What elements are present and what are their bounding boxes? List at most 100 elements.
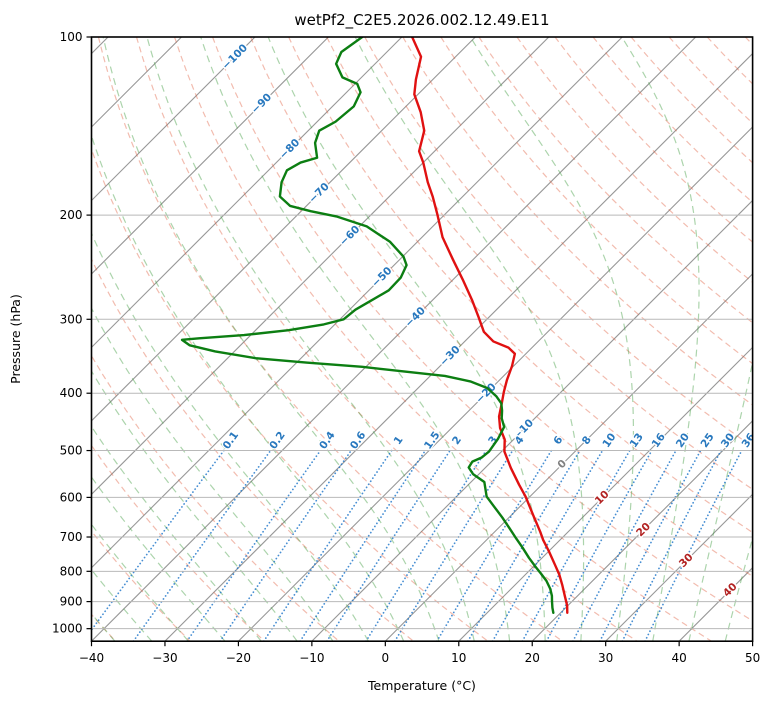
x-axis-title: Temperature (°C): [367, 678, 476, 693]
y-tick-label: 1000: [52, 622, 83, 636]
isotherm-line: [531, 420, 753, 642]
isotherm-line: [605, 493, 753, 642]
moist-adiabat-line: [91, 369, 298, 642]
mixing-ratio-label: 0.1: [221, 429, 242, 451]
isotherm-line: [678, 566, 753, 642]
x-tick-label: −10: [299, 651, 324, 665]
plot-title: wetPf2_C2E5.2026.002.12.49.E11: [294, 11, 549, 30]
plot-frame: [90, 36, 754, 643]
mixing-ratio-label: 36: [740, 431, 758, 450]
y-tick-label: 400: [60, 386, 83, 400]
isotherm-line: [238, 126, 753, 642]
mixing-ratio-line: [91, 449, 225, 632]
x-tick-label: 50: [745, 651, 760, 665]
x-tick-label: 30: [598, 651, 613, 665]
x-tick-label: −30: [152, 651, 177, 665]
mixing-ratio-line: [572, 449, 677, 642]
background-line-families: [91, 37, 775, 642]
inline-labels: −100−90−80−70−60−50−40−30−20−10010203040…: [218, 40, 758, 601]
moist-adiabat-line: [102, 37, 440, 642]
isotherm-line: [91, 37, 697, 642]
x-tick-label: 10: [451, 651, 466, 665]
y-tick-label: 800: [60, 564, 83, 578]
dry-adiabat-line: [212, 37, 753, 622]
isotherm-line: [91, 37, 329, 275]
mixing-ratio-line: [521, 449, 631, 642]
dry-adiabat-line: [91, 444, 265, 642]
mixing-ratio-line: [219, 449, 352, 642]
dry-adiabat-line: [91, 257, 414, 642]
isotherms-layer: [91, 37, 753, 642]
pressure-gridlines: [91, 214, 753, 630]
mixing-ratio-label: 10: [600, 431, 618, 450]
mixing-ratio-label: 1.5: [422, 429, 443, 451]
dry-adiabat-line: [706, 37, 753, 85]
moist-adiabat-line: [200, 37, 511, 642]
dry-adiabat-line: [173, 37, 712, 642]
dry-adiabats-layer: [91, 37, 753, 642]
moist-adiabat-line: [91, 425, 262, 642]
y-tick-label: 500: [60, 444, 83, 458]
dry-adiabat-line: [364, 37, 753, 448]
moist-adiabat-line: [354, 37, 585, 642]
moist-adiabat-line: [267, 37, 546, 642]
moist-adiabat-line: [621, 37, 700, 642]
isotherm-line: [384, 273, 753, 642]
mixing-ratio-label: 25: [698, 431, 716, 450]
mixing-ratio-layer: [91, 449, 743, 642]
mixing-ratio-label: 2: [450, 434, 464, 447]
moist-adiabat-line: [762, 37, 775, 641]
isotherm-line: [164, 52, 753, 642]
dry-adiabat-line: [592, 37, 753, 204]
mixing-ratio-line: [621, 449, 722, 642]
dry-adiabat-line: [668, 37, 753, 125]
axes: −40 −30 −20 −10 0 10 20 30 40 5010020030040050060…: [52, 30, 760, 665]
y-tick-label: 900: [60, 595, 83, 609]
isotherm-line: [91, 37, 623, 569]
moist-adiabat-line: [91, 307, 334, 642]
moist-adiabat-line: [91, 134, 405, 642]
dry-adiabat-line: [554, 37, 753, 243]
x-tick-label: 40: [672, 651, 687, 665]
mixing-ratio-label: 0.6: [348, 429, 369, 451]
mixing-ratio-label: 30: [719, 431, 737, 450]
mixing-ratio-line: [132, 449, 272, 642]
moist-adiabat-line: [688, 359, 753, 642]
y-axis-title: Pressure (hPa): [8, 294, 23, 384]
isotherm-label: −100: [220, 42, 250, 72]
moist-adiabat-line: [91, 523, 189, 642]
dry-adiabat-line: [135, 37, 638, 642]
mixing-ratio-line: [365, 449, 487, 642]
moist-adiabat-line: [91, 231, 369, 642]
x-tick-label: −40: [79, 651, 104, 665]
dry-adiabat-line: [326, 37, 753, 491]
moist-adiabat-line: [146, 37, 475, 642]
mixing-ratio-line: [262, 449, 393, 642]
mixing-ratio-line: [299, 449, 427, 642]
mixing-ratio-line: [467, 449, 581, 642]
dry-adiabat-line: [91, 354, 340, 642]
isotherm-line: [91, 37, 403, 349]
mixing-ratio-label: 13: [628, 431, 646, 450]
isotherm-line: [311, 199, 753, 642]
isotherm-line: [752, 640, 753, 642]
mixing-ratio-line: [644, 449, 743, 642]
isotherm-line: [458, 346, 753, 642]
sounding-curves: [180, 37, 569, 614]
x-tick-label: 20: [525, 651, 540, 665]
moist-adiabat-line: [724, 535, 753, 642]
y-tick-label: 200: [60, 208, 83, 222]
y-tick-label: 100: [60, 30, 83, 44]
mixing-ratio-line: [491, 449, 604, 642]
mixing-ratio-line: [599, 449, 702, 642]
dry-adiabat-line: [402, 37, 753, 406]
isotherm-line: [91, 37, 256, 202]
y-tick-label: 700: [60, 530, 83, 544]
isotherm-line: [91, 37, 550, 496]
dry-adiabat-line: [630, 37, 753, 164]
x-tick-label: 0: [382, 651, 390, 665]
mixing-ratio-label: 20: [674, 431, 692, 450]
dry-adiabat-line: [91, 530, 191, 642]
